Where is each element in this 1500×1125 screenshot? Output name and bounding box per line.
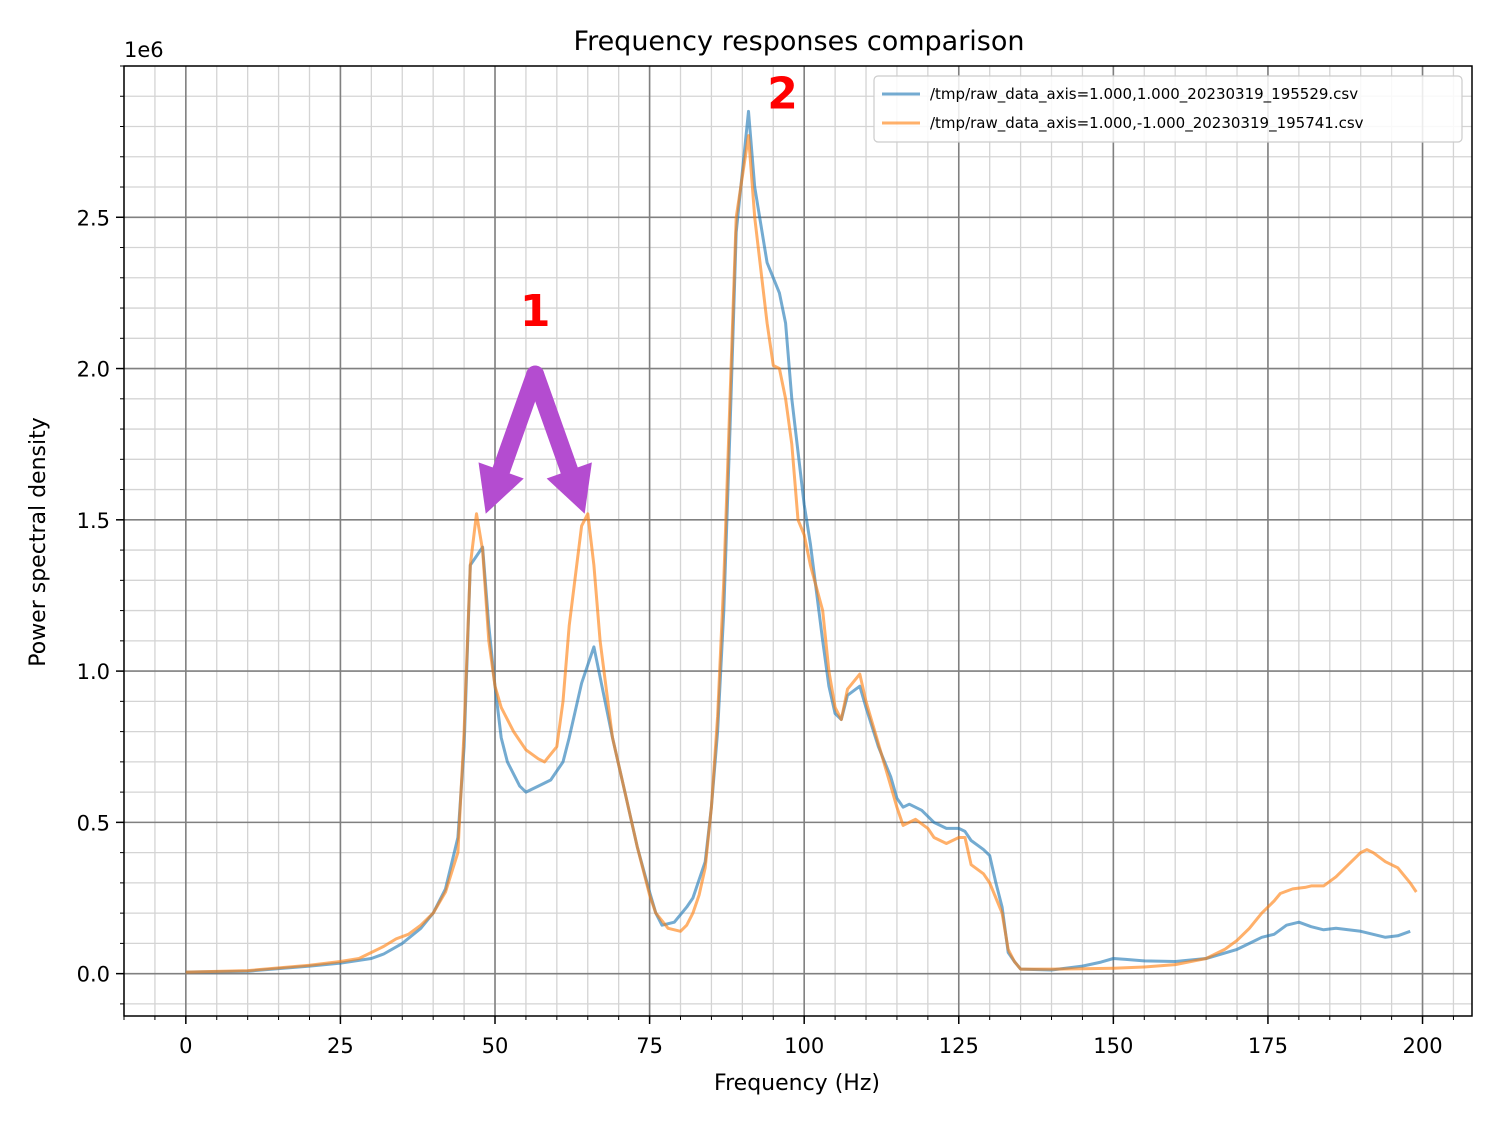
arrow-shaft: [492, 365, 545, 480]
annotation-label-2: 2: [767, 68, 798, 119]
legend-entry: /tmp/raw_data_axis=1.000,-1.000_20230319…: [930, 114, 1364, 133]
plot-frame: [123, 65, 1473, 1017]
legend-entry: /tmp/raw_data_axis=1.000,1.000_20230319_…: [930, 85, 1358, 104]
x-tick-label: 75: [636, 1034, 663, 1058]
y-tick-label: 1.5: [77, 509, 110, 533]
y-tick-label: 2.0: [77, 358, 110, 382]
x-tick-label: 100: [784, 1034, 824, 1058]
x-tick-label: 175: [1248, 1034, 1288, 1058]
annotation-label-1: 1: [520, 286, 551, 337]
x-tick-label: 0: [179, 1034, 192, 1058]
y-axis-label: Power spectral density: [26, 417, 51, 667]
series-layer: [185, 109, 1418, 974]
y-tick-label: 2.5: [77, 206, 110, 230]
chart-title: Frequency responses comparison: [574, 26, 1025, 57]
axis-ticks: 0 25 50 75 100 125 150 175 200 0.0 0.5 1.0 1.5 2.0 2.5: [77, 65, 1454, 1058]
series-line-2: [185, 134, 1418, 974]
annotations: 12: [478, 68, 798, 514]
x-tick-label: 25: [327, 1034, 354, 1058]
x-tick-label: 150: [1093, 1034, 1133, 1058]
x-tick-label: 200: [1402, 1034, 1442, 1058]
x-axis-label: Frequency (Hz): [714, 1071, 880, 1096]
legend-box: [873, 75, 1463, 143]
x-tick-label: 125: [939, 1034, 979, 1058]
x-tick-label: 50: [482, 1034, 509, 1058]
y-tick-label: 1.0: [77, 660, 110, 684]
arrow-head: [478, 462, 524, 514]
y-tick-label: 0.5: [77, 811, 110, 835]
series-line-1: [185, 109, 1411, 974]
y-axis-scale-label: 1e6: [124, 38, 164, 62]
arrow-head: [546, 462, 592, 514]
arrow-shaft: [526, 365, 579, 480]
y-tick-label: 0.0: [77, 963, 110, 987]
legend: /tmp/raw_data_axis=1.000,1.000_20230319_…: [873, 75, 1463, 143]
